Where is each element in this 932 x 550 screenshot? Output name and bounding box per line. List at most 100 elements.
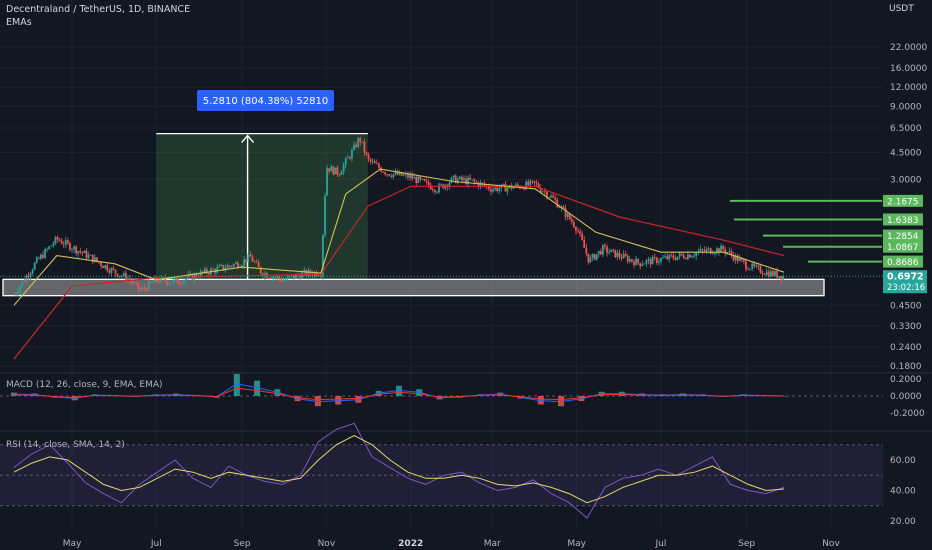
candle bbox=[765, 271, 768, 275]
time-tick-label: Sep bbox=[234, 539, 251, 549]
candle bbox=[120, 275, 123, 277]
candle bbox=[711, 253, 714, 255]
candle bbox=[338, 174, 341, 176]
candle bbox=[363, 141, 366, 153]
candle bbox=[651, 256, 654, 265]
candle bbox=[703, 250, 706, 252]
candle bbox=[529, 180, 532, 186]
candle bbox=[183, 280, 185, 284]
candle bbox=[722, 245, 725, 250]
candle bbox=[753, 263, 756, 267]
time-tick-label: May bbox=[567, 539, 586, 549]
candle bbox=[506, 187, 509, 192]
candle bbox=[178, 283, 181, 285]
candle bbox=[774, 270, 776, 276]
candle bbox=[404, 174, 407, 175]
candle bbox=[151, 282, 154, 283]
candle bbox=[286, 276, 289, 280]
candle bbox=[85, 250, 88, 258]
candle bbox=[255, 261, 258, 263]
candle bbox=[257, 262, 260, 268]
candle bbox=[263, 273, 266, 277]
candle bbox=[780, 276, 783, 280]
candle bbox=[487, 186, 490, 190]
candle bbox=[299, 275, 302, 279]
candle bbox=[251, 256, 254, 262]
candle bbox=[525, 181, 528, 190]
indicator-label[interactable]: EMAs bbox=[6, 17, 32, 28]
candle bbox=[415, 177, 418, 183]
candle bbox=[344, 158, 347, 165]
candle bbox=[158, 280, 160, 283]
candle bbox=[460, 176, 463, 181]
candle bbox=[402, 174, 405, 176]
candle bbox=[726, 252, 729, 253]
candle bbox=[112, 268, 115, 270]
candle bbox=[73, 246, 75, 250]
candle bbox=[355, 144, 358, 148]
candle bbox=[378, 163, 380, 168]
candle bbox=[336, 167, 339, 175]
candle bbox=[448, 182, 451, 187]
candle bbox=[628, 259, 631, 262]
candle bbox=[114, 269, 117, 274]
target-label: 1.2854 bbox=[887, 232, 919, 242]
candle bbox=[37, 257, 40, 259]
target-badge bbox=[883, 194, 923, 207]
candle bbox=[230, 265, 233, 267]
candle bbox=[351, 149, 353, 159]
candle bbox=[176, 278, 179, 284]
price-tick-label: 12.0000 bbox=[890, 83, 927, 93]
candle bbox=[450, 177, 453, 183]
candle bbox=[83, 250, 86, 254]
candle bbox=[633, 261, 635, 266]
time-tick-label: Nov bbox=[822, 539, 840, 549]
candle bbox=[691, 256, 693, 258]
candle bbox=[386, 174, 389, 176]
candle bbox=[693, 255, 696, 257]
candle bbox=[707, 248, 710, 250]
candle bbox=[463, 178, 465, 181]
candle bbox=[782, 275, 785, 280]
candle bbox=[458, 176, 461, 180]
candle bbox=[228, 265, 231, 267]
candle bbox=[212, 268, 214, 270]
candle bbox=[591, 254, 594, 258]
candle bbox=[365, 152, 368, 155]
candle bbox=[284, 279, 287, 281]
candle bbox=[272, 276, 275, 279]
candle bbox=[259, 267, 262, 274]
candle bbox=[429, 185, 432, 190]
candle bbox=[411, 175, 413, 179]
candle bbox=[512, 186, 515, 189]
candle bbox=[185, 278, 187, 281]
candle bbox=[668, 254, 671, 260]
candle bbox=[340, 171, 343, 175]
candle bbox=[181, 283, 183, 285]
ema-fast-line bbox=[13, 168, 785, 306]
candle bbox=[545, 191, 548, 198]
candle bbox=[682, 255, 685, 259]
candle bbox=[373, 161, 376, 164]
candle bbox=[516, 184, 519, 187]
candle bbox=[346, 157, 349, 159]
candle bbox=[102, 265, 105, 268]
candle bbox=[69, 242, 71, 250]
candle bbox=[357, 138, 360, 148]
candle bbox=[375, 163, 378, 165]
measure-badge bbox=[197, 90, 334, 111]
measure-arrowhead bbox=[241, 134, 255, 144]
candle bbox=[282, 280, 285, 282]
macd-label[interactable]: MACD (12, 26, close, 9, EMA, EMA) bbox=[6, 380, 163, 390]
candle bbox=[637, 258, 640, 264]
candle bbox=[456, 179, 459, 184]
candle bbox=[616, 252, 619, 258]
candle bbox=[772, 271, 774, 276]
candle bbox=[740, 258, 743, 260]
rsi-label[interactable]: RSI (14, close, SMA, 14, 2) bbox=[6, 440, 125, 450]
candle bbox=[207, 273, 210, 275]
candle bbox=[71, 249, 73, 251]
candle bbox=[589, 257, 592, 263]
candle bbox=[471, 179, 474, 181]
